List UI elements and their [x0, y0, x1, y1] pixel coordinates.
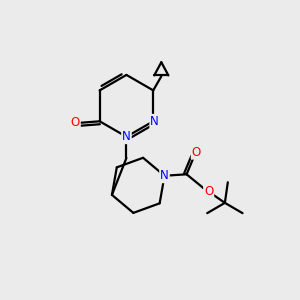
Text: O: O: [192, 146, 201, 159]
Text: N: N: [122, 130, 131, 143]
Text: O: O: [204, 184, 213, 198]
Text: N: N: [150, 115, 159, 128]
Text: O: O: [70, 116, 80, 129]
Text: N: N: [160, 169, 169, 182]
